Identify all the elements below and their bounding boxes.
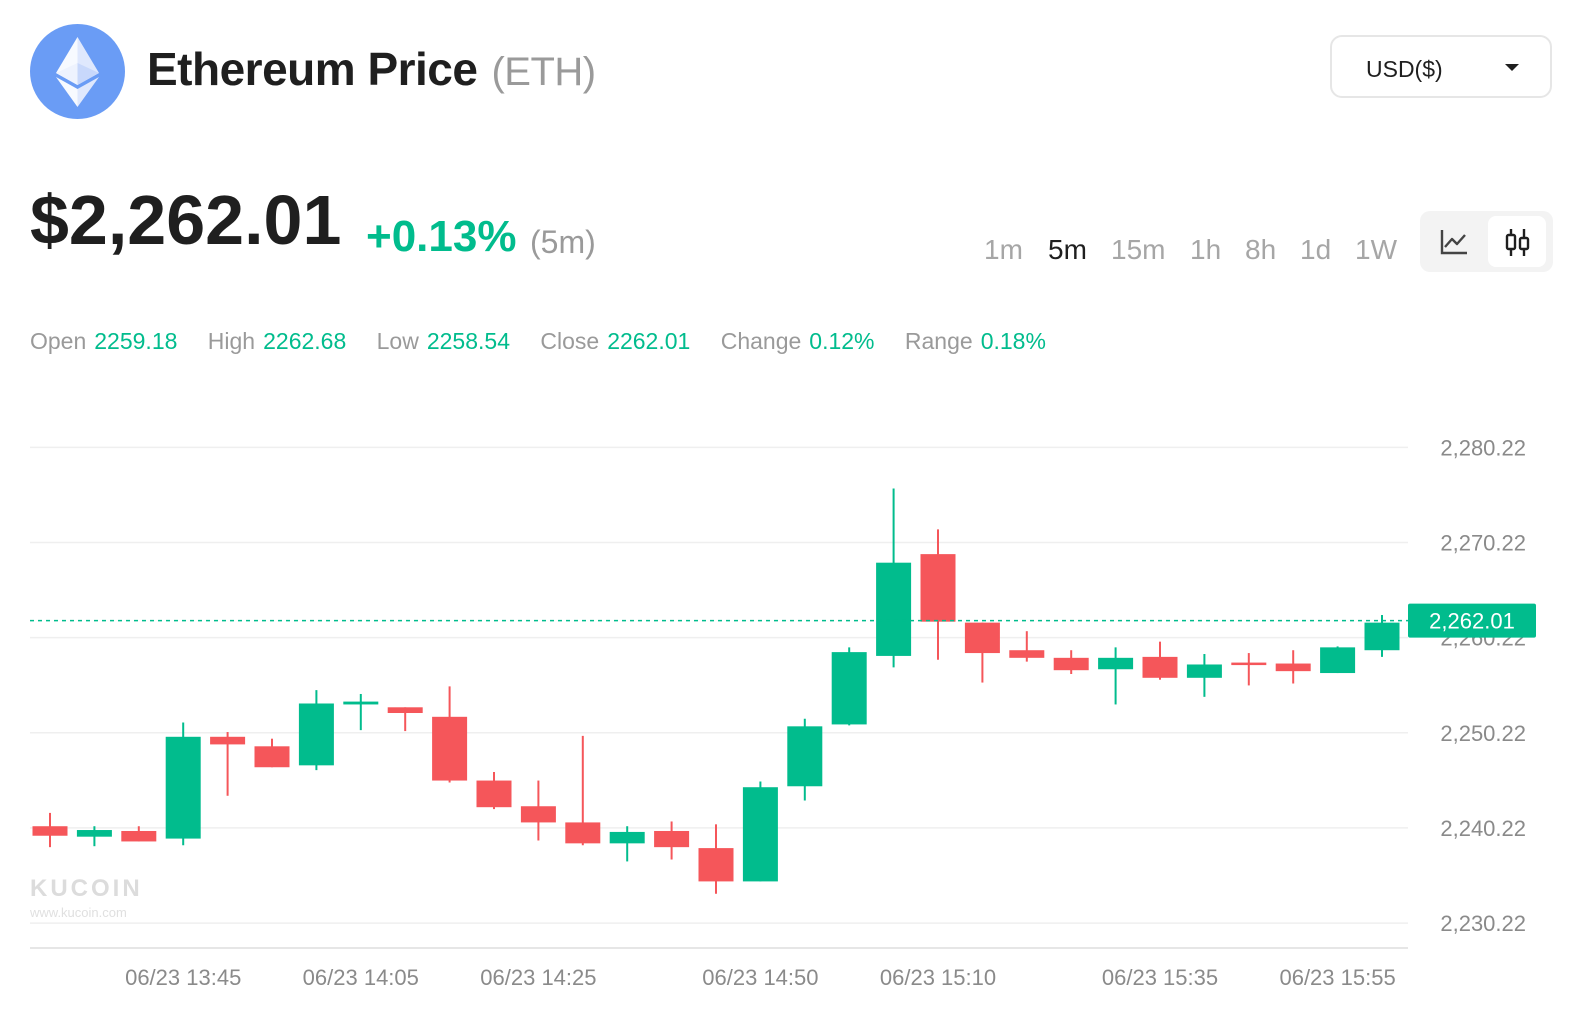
candle-body [1142,656,1178,678]
candle-body [520,806,556,823]
kucoin-watermark: KUCOIN www.kucoin.com [30,875,143,920]
close-value: 2262.01 [607,328,691,354]
candle-body [1186,664,1222,678]
candle-body [432,716,468,781]
candle-body [76,830,112,837]
x-tick-label: 06/23 14:05 [303,965,419,990]
candle-body [609,831,645,844]
open-label: Open [30,328,87,354]
candle-body [876,562,912,656]
candle-body [32,826,68,836]
candlestick-chart[interactable]: 2,280.222,270.222,260.222,250.222,240.22… [0,380,1580,1020]
chart-type-toggle [1420,211,1553,272]
y-tick-label: 2,250.22 [1440,721,1526,746]
candle-body [1275,663,1311,672]
candle-body [121,830,157,842]
low-value: 2258.54 [426,328,510,354]
candle-body [742,787,778,882]
x-tick-label: 06/23 13:45 [125,965,241,990]
interval-1d[interactable]: 1d [1300,234,1332,265]
candle-body [165,736,201,839]
candle-body [920,554,956,622]
candle-body [343,701,379,705]
low-label: Low [376,328,419,354]
candle-body [1098,657,1134,670]
currency-value: USD($) [1366,56,1443,82]
interval-5m[interactable]: 5m [1048,234,1087,265]
candlestick-icon [1505,229,1530,256]
currency-select[interactable]: USD($) [1330,35,1552,98]
change-value: 0.12% [809,328,875,354]
candle-body [387,707,423,714]
y-tick-label: 2,280.22 [1440,435,1526,460]
interval-1h[interactable]: 1h [1190,234,1222,265]
candlestick-button[interactable] [1488,216,1546,267]
y-tick-label: 2,230.22 [1440,911,1526,936]
close-label: Close [540,328,600,354]
candle-body [698,848,734,882]
candle-body [298,703,334,766]
x-tick-label: 06/23 14:50 [702,965,818,990]
page-title: Ethereum Price (ETH) [147,42,596,96]
x-tick-label: 06/23 15:55 [1279,965,1395,990]
ethereum-logo [30,24,125,119]
range-value: 0.18% [980,328,1046,354]
y-tick-label: 2,240.22 [1440,816,1526,841]
interval-1m[interactable]: 1m [984,234,1023,265]
candle-body [831,652,867,725]
watermark-brand: KUCOIN [30,875,143,902]
line-chart-button[interactable] [1425,216,1483,267]
interval-1w[interactable]: 1W [1355,234,1397,265]
interval-8h[interactable]: 8h [1245,234,1277,265]
candle-body [1364,622,1400,651]
high-value: 2262.68 [263,328,347,354]
change-period: (5m) [530,224,596,260]
ethereum-icon [56,37,99,107]
candle-body [1053,657,1089,671]
y-tick-label: 2,270.22 [1440,531,1526,556]
x-tick-label: 06/23 14:25 [480,965,596,990]
line-chart-icon [1440,230,1467,255]
last-price-badge [1408,603,1536,638]
change-label: Change [720,328,802,354]
candle-body [787,726,823,787]
title-symbol: (ETH) [491,50,596,94]
candle-body [964,622,1000,654]
candle-body [254,746,290,768]
open-value: 2259.18 [94,328,178,354]
high-label: High [207,328,256,354]
candle-body [210,736,246,745]
candle-body [1320,647,1356,674]
x-tick-label: 06/23 15:35 [1102,965,1218,990]
ohlc-stats: Open 2259.18 High 2262.68 Low 2258.54 Close… [30,328,1070,355]
range-label: Range [904,328,973,354]
interval-15m[interactable]: 15m [1111,234,1166,265]
candle-body [565,822,601,844]
candle-body [1009,650,1045,658]
watermark-url: www.kucoin.com [30,905,127,920]
title-text: Ethereum Price [147,43,478,95]
current-price: $2,262.01 [30,181,342,259]
candle-body [476,780,512,808]
candle-body [654,830,690,848]
candle-body [1231,662,1267,666]
caret-down-icon [1505,64,1519,71]
x-tick-label: 06/23 15:10 [880,965,996,990]
last-price-label: 2,262.01 [1429,609,1515,634]
price-change: +0.13% [366,212,517,261]
